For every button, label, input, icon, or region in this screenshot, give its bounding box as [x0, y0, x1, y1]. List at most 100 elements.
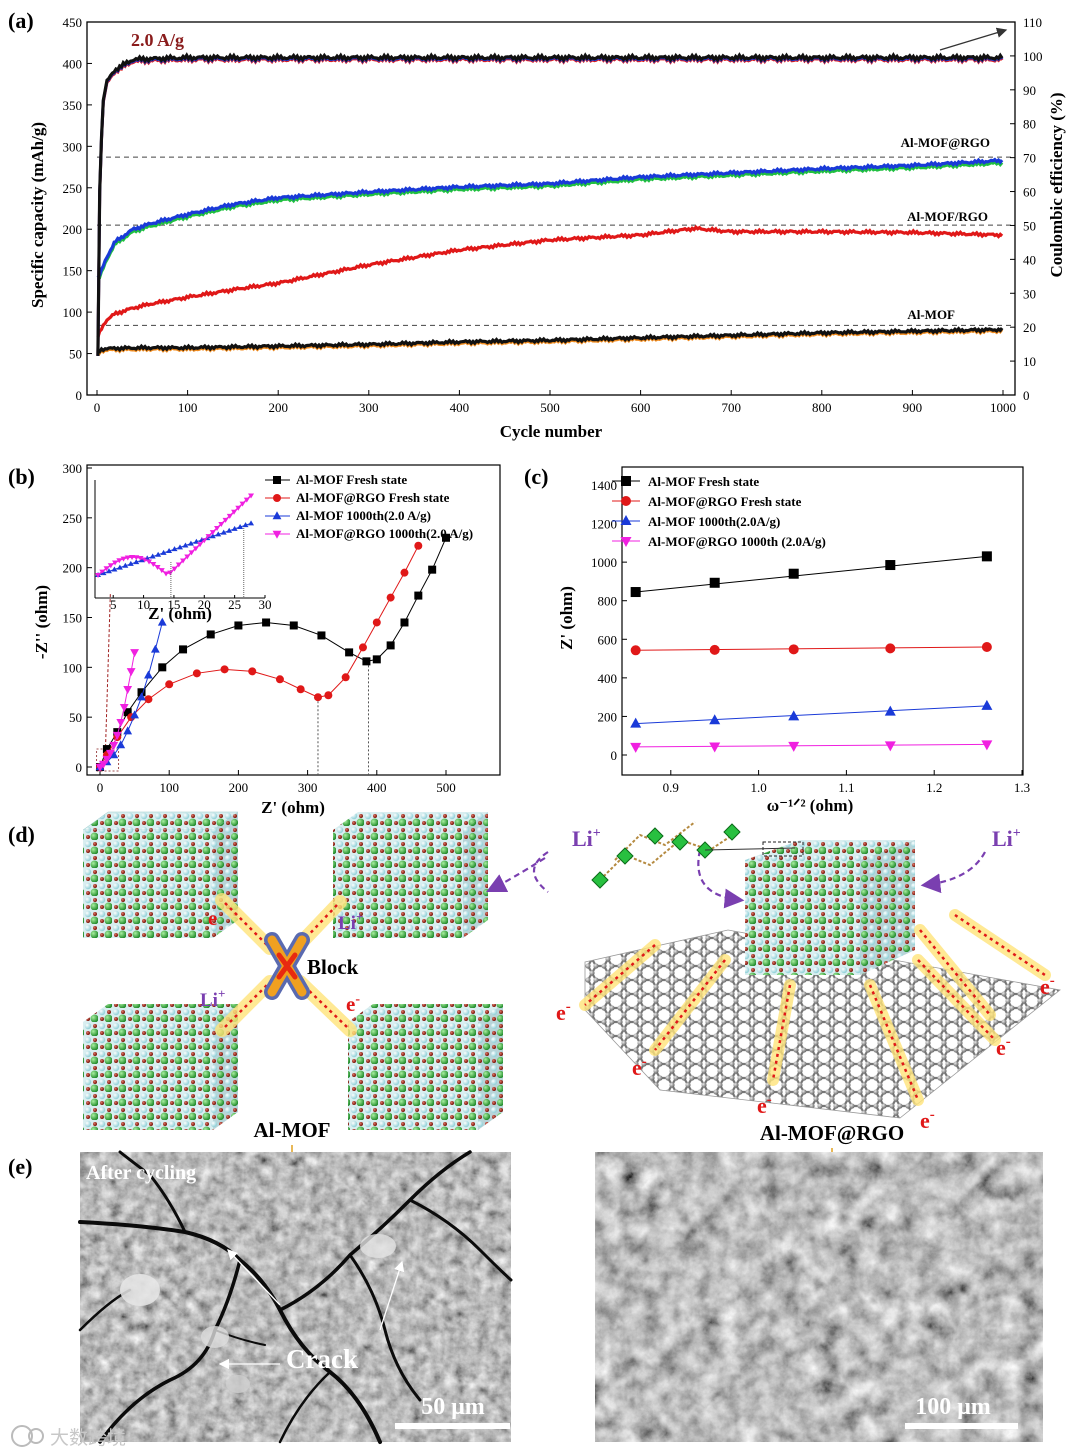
data-point-b — [296, 685, 305, 694]
data-point-b — [105, 749, 115, 758]
series-label-rgo-composite: Al-MOF@RGO — [901, 135, 990, 150]
data-point-b — [345, 648, 354, 657]
li-label-4: Li+ — [992, 826, 1021, 851]
data-point-b — [400, 568, 409, 577]
y-tick-label-a: 50 — [69, 347, 82, 362]
inset-x-tick-label: 15 — [167, 597, 180, 612]
x-tick-label-a: 700 — [721, 400, 741, 415]
y-tick-label-a: 200 — [63, 222, 83, 237]
y-tick-label-c: 400 — [598, 671, 618, 686]
sem-image-rgo: 100 μm — [595, 1152, 1043, 1442]
x-tick-label-a: 400 — [450, 400, 470, 415]
data-point-b — [102, 755, 112, 764]
series-line-green — [97, 160, 1004, 280]
scale-label-left: 50 μm — [421, 1394, 485, 1420]
series-line-al-mof — [97, 326, 1004, 354]
legend-marker-c — [621, 476, 631, 486]
data-point-c — [709, 577, 720, 588]
data-point-c — [981, 740, 993, 751]
y-axis-label-b: -Z'' (ohm) — [32, 585, 51, 659]
data-point-c — [884, 705, 896, 716]
panel-label-a: (a) — [8, 8, 34, 33]
data-point-b — [324, 691, 333, 700]
y-tick-label-b: 100 — [63, 660, 83, 675]
y-tick-label-b: 300 — [63, 461, 83, 476]
inset-x-tick-label: 5 — [110, 597, 117, 612]
data-point-c — [788, 644, 799, 655]
x-tick-label-a: 800 — [812, 400, 832, 415]
data-point-c — [709, 714, 721, 725]
data-point-b — [275, 675, 284, 684]
data-point-b — [109, 741, 119, 750]
electron-label-6: e- — [920, 1107, 935, 1133]
panel-label-c: (c) — [524, 464, 548, 489]
y2-tick-label-a: 110 — [1023, 15, 1042, 30]
data-point-c — [630, 717, 642, 728]
x-tick-label-c: 1.3 — [1014, 780, 1030, 795]
al-mof-rgo-caption: Al-MOF@RGO — [760, 1121, 904, 1145]
y2-tick-label-a: 60 — [1023, 185, 1036, 200]
series-line-b — [99, 622, 163, 768]
y-tick-label-a: 150 — [63, 264, 83, 279]
ce-axis-arrow — [939, 27, 1008, 51]
x-tick-label-a: 300 — [359, 400, 379, 415]
panel-a: (a) 0 100 200 300 400 500 600 700 800 900 10000501… — [8, 8, 1066, 441]
inset-point-blue — [248, 520, 255, 526]
legend-label-b: Al-MOF@RGO Fresh state — [296, 490, 450, 505]
data-point-b — [144, 670, 153, 679]
panel-label-b: (b) — [8, 464, 35, 489]
data-point-c — [630, 742, 642, 753]
inset-x-tick-label: 20 — [198, 597, 211, 612]
y-tick-label-c: 800 — [598, 594, 618, 609]
fit-line-c — [635, 646, 987, 651]
y2-tick-label-a: 0 — [1023, 388, 1030, 403]
data-point-b — [234, 621, 243, 630]
data-point-c — [885, 560, 896, 571]
al-mof-caption: Al-MOF — [254, 1118, 331, 1142]
mof-cube-bottom-left — [83, 1004, 238, 1130]
data-point-b — [126, 668, 136, 677]
y-tick-label-a: 400 — [63, 56, 83, 71]
y-tick-label-b: 250 — [63, 511, 83, 526]
data-point-c — [981, 699, 993, 710]
inset-x-axis-label: Z' (ohm) — [148, 604, 212, 623]
data-point-b — [119, 704, 129, 712]
fit-line-c — [635, 555, 987, 593]
data-point-b — [137, 688, 146, 697]
data-point-b — [248, 667, 257, 676]
legend-label-c: Al-MOF@RGO Fresh state — [648, 494, 802, 509]
fit-line-c — [635, 743, 987, 748]
legend-marker-c — [620, 515, 632, 525]
inset-line-magenta — [97, 494, 252, 576]
y-tick-label-a: 300 — [63, 139, 83, 154]
data-point-b — [386, 593, 395, 602]
data-point-b — [109, 750, 119, 759]
data-point-b — [262, 618, 271, 627]
legend-c: Al-MOF Fresh state Al-MOF@RGO Fresh state… — [612, 474, 826, 549]
electron-label-1: e — [208, 906, 217, 930]
data-point-b — [130, 649, 139, 658]
x-tick-label-a: 600 — [631, 400, 651, 415]
data-point-b — [414, 591, 423, 600]
data-point-b — [206, 630, 215, 639]
x-tick-label-a: 200 — [268, 400, 288, 415]
x-tick-label-b: 300 — [298, 780, 318, 795]
panel-label-e: (e) — [8, 1154, 32, 1179]
inset-x-tick-label: 25 — [228, 597, 241, 612]
rate-label: 2.0 A/g — [131, 30, 184, 50]
x-tick-label-a: 500 — [540, 400, 560, 415]
block-x-icon — [264, 932, 310, 1000]
y2-tick-label-a: 10 — [1023, 354, 1036, 369]
fit-line-c — [635, 705, 987, 725]
data-point-b — [192, 669, 201, 678]
y-tick-label-b: 200 — [63, 561, 83, 576]
legend-marker-b — [273, 494, 281, 502]
x-tick-label-b: 400 — [367, 780, 387, 795]
data-point-c — [630, 645, 641, 656]
data-point-b — [317, 631, 326, 640]
legend-marker-b — [273, 476, 281, 484]
data-point-c — [981, 642, 992, 652]
data-point-b — [313, 693, 322, 702]
x-tick-label-b: 0 — [97, 780, 104, 795]
data-point-c — [630, 587, 641, 598]
